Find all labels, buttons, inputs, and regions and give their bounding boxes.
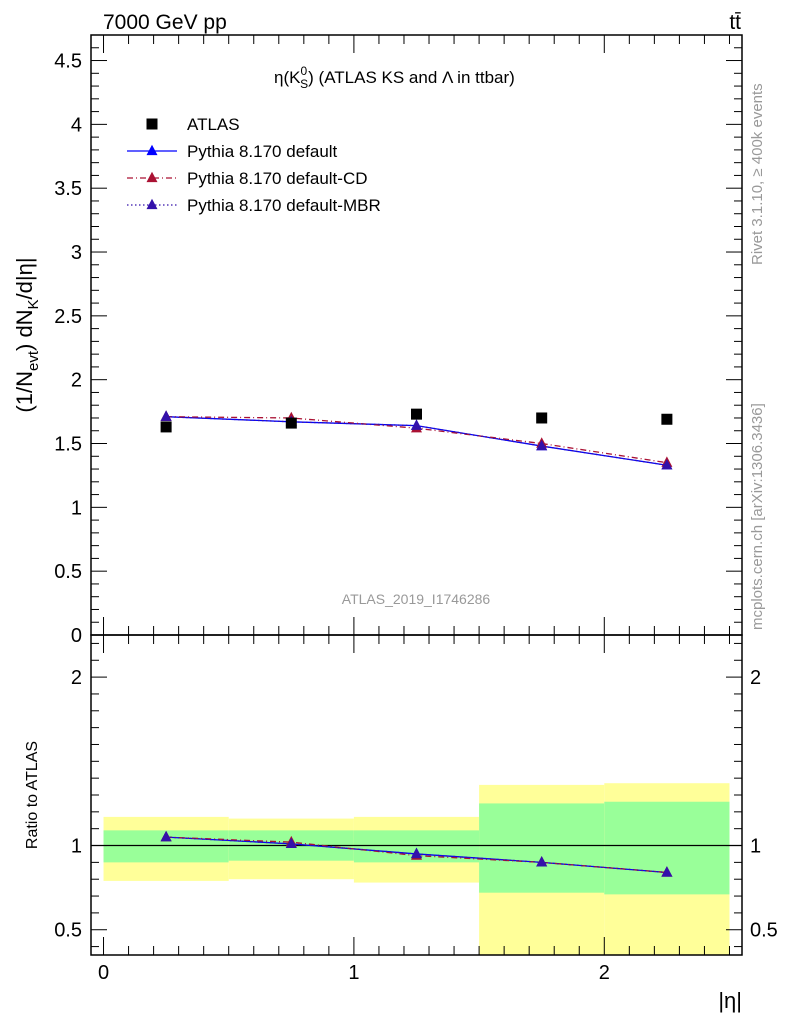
y-tick-label-ratio-right: 1	[750, 836, 761, 858]
energy-label: 7000 GeV pp	[103, 11, 227, 34]
data-point-marker	[160, 410, 172, 421]
series-0	[160, 408, 673, 433]
data-point-marker	[661, 413, 673, 425]
data-point-marker	[661, 866, 673, 877]
y-tick-label-main: 1	[71, 497, 82, 519]
data-point-marker	[536, 412, 548, 424]
y-tick-label-main: 3.5	[54, 178, 82, 200]
data-point-marker	[285, 837, 297, 849]
process-label: tt̄	[729, 11, 741, 34]
data-point-marker	[536, 439, 548, 451]
x-tick-label: 1	[348, 962, 359, 984]
ratio-series	[160, 830, 673, 877]
legend-item: Pythia 8.170 default	[127, 142, 338, 161]
y-axis-label-ratio: Ratio to ATLAS	[24, 741, 41, 849]
legend-item: ATLAS	[146, 115, 240, 134]
y-axis-label-main: (1/Nevt) dNK/d|η|	[12, 257, 42, 412]
y-tick-label-ratio-right: 2	[750, 667, 761, 689]
ratio-series-2	[160, 830, 673, 877]
legend-label: Pythia 8.170 default	[187, 142, 338, 161]
y-tick-label-ratio-right: 0.5	[750, 920, 778, 942]
y-tick-label-main: 2	[71, 370, 82, 392]
data-point-marker	[411, 408, 422, 420]
y-tick-label-ratio: 0.5	[54, 920, 82, 942]
y-tick-label-main: 0	[71, 625, 82, 647]
x-axis-label: |η|	[718, 988, 742, 1013]
y-tick-label-main: 0.5	[54, 561, 82, 583]
data-point-marker	[285, 417, 297, 429]
axis-ticks	[91, 34, 742, 955]
data-point-marker	[146, 198, 158, 210]
legend-item: Pythia 8.170 default-CD	[127, 169, 368, 188]
legend: ATLAS Pythia 8.170 default Pythia 8.170 de…	[127, 115, 381, 215]
data-point-marker	[661, 458, 673, 470]
legend-label: Pythia 8.170 default-CD	[187, 169, 368, 188]
mcplots-label: mcplots.cern.ch [arXiv:1306.3436]	[749, 403, 766, 630]
axis-tick-labels: 0 0.5 1 1.5 2 2.5 3 3.5 4 4.5 0.5 0.5 1 1 2 2 0 1 2	[54, 51, 778, 984]
rivet-label: Rivet 3.1.10, ≥ 400k events	[749, 83, 766, 265]
y-tick-label-main: 2.5	[54, 306, 82, 328]
data-point-marker	[146, 144, 158, 156]
legend-label: Pythia 8.170 default-MBR	[187, 196, 381, 215]
data-point-marker	[411, 847, 422, 859]
y-tick-label-main: 4.5	[54, 51, 82, 73]
data-point-marker	[160, 830, 172, 842]
data-point-marker	[536, 856, 548, 867]
y-tick-label-main: 4	[71, 114, 82, 136]
data-point-marker	[146, 171, 158, 183]
analysis-id: ATLAS_2019_I1746286	[342, 591, 491, 607]
y-tick-label-main: 3	[71, 242, 82, 264]
legend-label: ATLAS	[187, 115, 240, 134]
uncertainty-bands	[103, 783, 730, 955]
x-tick-label: 0	[98, 962, 109, 984]
y-tick-label-main: 1.5	[54, 434, 82, 456]
main-series	[160, 408, 673, 470]
legend-item: Pythia 8.170 default-MBR	[127, 196, 381, 215]
stat-uncertainty-band	[479, 803, 605, 893]
y-tick-label-ratio: 1	[71, 836, 82, 858]
data-point-marker	[160, 421, 172, 433]
y-tick-label-ratio: 2	[71, 667, 82, 689]
data-point-marker	[146, 118, 158, 130]
data-point-marker	[411, 419, 422, 430]
plot-title: η(K0 S) (ATLAS KS and Λ in ttbar)	[274, 64, 515, 91]
x-tick-label: 2	[599, 962, 610, 984]
stat-uncertainty-band	[604, 801, 730, 895]
